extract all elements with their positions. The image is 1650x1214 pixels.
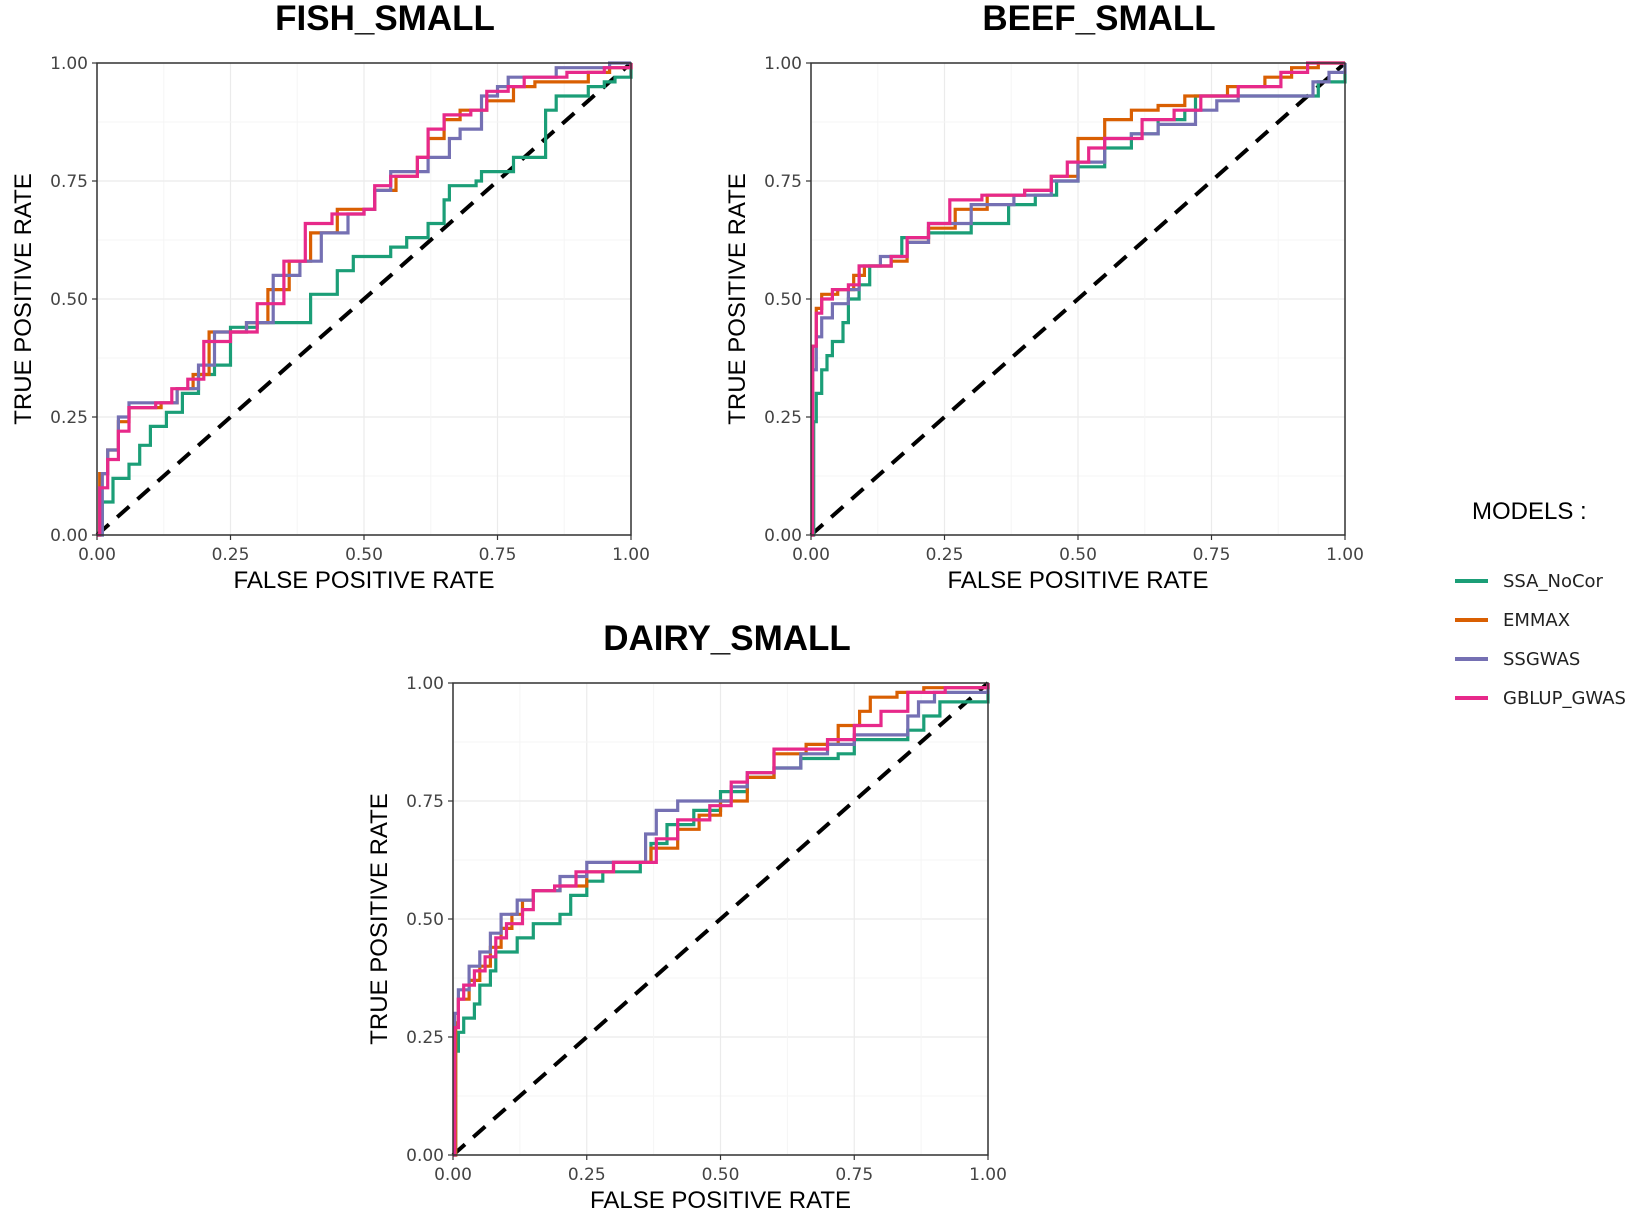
series-line-ssgwas: [811, 63, 1347, 537]
diagonal-reference-line: [451, 681, 990, 1157]
legend-item: EMMAX: [1455, 610, 1570, 631]
y-axis-label: TRUE POSITIVE RATE: [10, 173, 37, 425]
series-line-ssa_nocor: [811, 63, 1347, 537]
legend-label: SSGWAS: [1503, 649, 1580, 670]
x-tick-label: 0.50: [1059, 545, 1097, 565]
x-tick-label: 0.25: [926, 545, 964, 565]
chart-panel-2: 0.000.00 0.25 0.25 0.50 0.50 0.75 0.75 1.00 1.00…: [366, 619, 1007, 1214]
y-tick-label: 0.25: [764, 408, 802, 428]
series-line-gblup_gwas: [453, 683, 990, 1157]
y-tick-label: 0.75: [764, 172, 802, 192]
chart-panel-1: 0.000.00 0.25 0.25 0.50 0.50 0.75 0.75 1.00 1.00…: [724, 0, 1364, 594]
x-tick-label: 0.25: [212, 545, 250, 565]
diagonal-reference-line: [95, 61, 633, 537]
x-tick-label: 0.75: [1193, 545, 1231, 565]
x-tick-label: 0.00: [434, 1165, 472, 1185]
legend-label: GBLUP_GWAS: [1503, 688, 1626, 709]
chart-panel-0: 0.000.00 0.25 0.25 0.50 0.50 0.75 0.75 1.00 1.00…: [10, 0, 650, 594]
y-tick-label: 1.00: [764, 54, 802, 74]
diagonal-reference-line: [809, 61, 1347, 537]
series-line-gblup_gwas: [97, 63, 633, 537]
x-tick-label: 0.25: [568, 1165, 606, 1185]
x-axis-label: FALSE POSITIVE RATE: [234, 567, 495, 594]
x-tick-label: 0.75: [835, 1165, 873, 1185]
y-tick-label: 0.25: [50, 408, 88, 428]
y-tick-label: 0.00: [406, 1146, 444, 1166]
chart-title: DAIRY_SMALL: [603, 619, 851, 658]
y-tick-label: 1.00: [50, 54, 88, 74]
legend-item: SSA_NoCor: [1455, 571, 1604, 592]
legend: MODELS : SSA_NoCor EMMAX SSGWAS GBLUP_GWAS: [1455, 498, 1626, 709]
x-tick-label: 0.50: [702, 1165, 740, 1185]
y-tick-label: 0.50: [406, 910, 444, 930]
x-axis-label: FALSE POSITIVE RATE: [948, 567, 1209, 594]
x-tick-label: 1.00: [612, 545, 650, 565]
series-line-ssa_nocor: [97, 63, 633, 537]
legend-title: MODELS :: [1472, 498, 1587, 525]
y-tick-label: 0.75: [406, 792, 444, 812]
chart-title: FISH_SMALL: [275, 0, 495, 38]
x-tick-label: 0.75: [479, 545, 517, 565]
x-tick-label: 0.50: [345, 545, 383, 565]
legend-item: GBLUP_GWAS: [1455, 688, 1626, 709]
x-axis-label: FALSE POSITIVE RATE: [590, 1187, 851, 1214]
y-tick-label: 0.25: [406, 1028, 444, 1048]
y-axis-label: TRUE POSITIVE RATE: [724, 173, 751, 425]
y-axis-label: TRUE POSITIVE RATE: [366, 793, 393, 1045]
series-line-gblup_gwas: [811, 61, 1345, 537]
x-tick-label: 0.00: [78, 545, 116, 565]
chart-title: BEEF_SMALL: [982, 0, 1215, 38]
y-tick-label: 0.50: [50, 290, 88, 310]
y-tick-label: 1.00: [406, 674, 444, 694]
x-tick-label: 1.00: [969, 1165, 1007, 1185]
y-tick-label: 0.50: [764, 290, 802, 310]
x-tick-label: 1.00: [1326, 545, 1364, 565]
y-tick-label: 0.75: [50, 172, 88, 192]
legend-label: SSA_NoCor: [1503, 571, 1604, 592]
y-tick-label: 0.00: [50, 526, 88, 546]
legend-label: EMMAX: [1503, 610, 1570, 631]
x-tick-label: 0.00: [792, 545, 830, 565]
series-line-ssgwas: [453, 683, 990, 1157]
y-tick-label: 0.00: [764, 526, 802, 546]
legend-item: SSGWAS: [1455, 649, 1580, 670]
